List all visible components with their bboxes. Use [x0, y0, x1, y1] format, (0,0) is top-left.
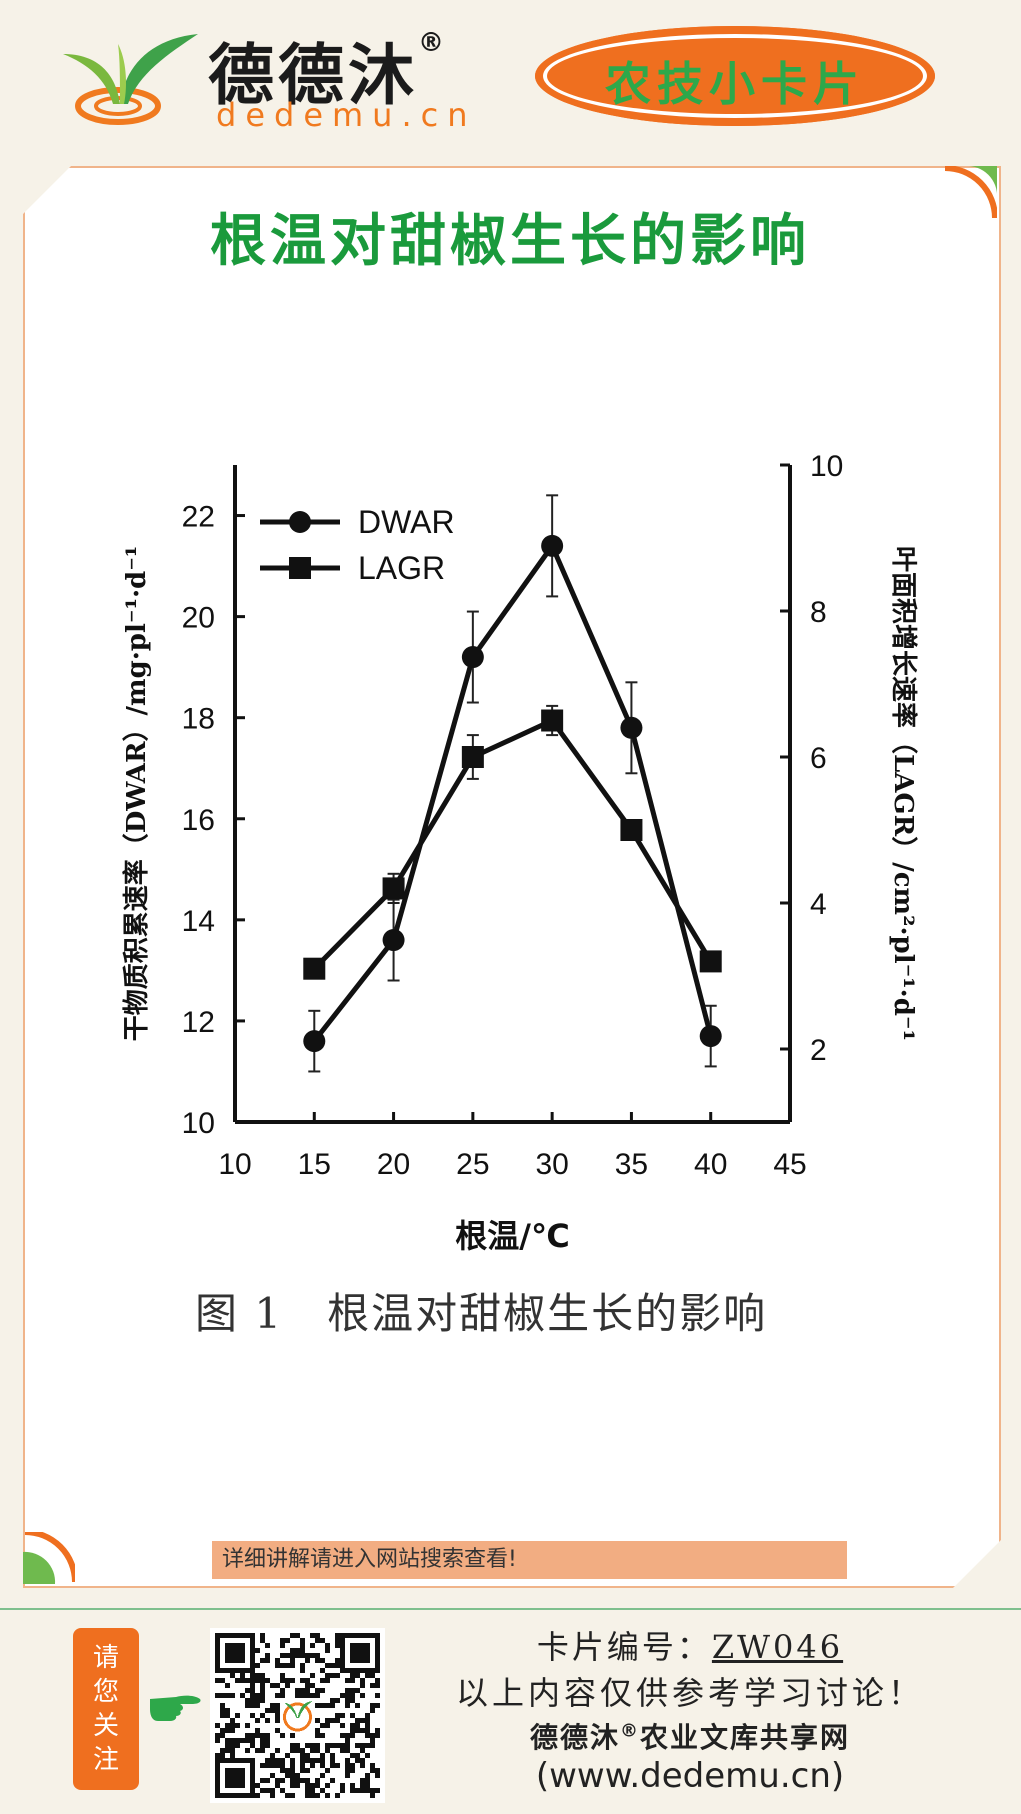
card-number-value: ZW046: [711, 1628, 844, 1666]
y-left-axis-label: 干物质积累速率（DWAR）/mg·pl⁻¹·d⁻¹: [121, 546, 152, 1042]
follow-badge[interactable]: 请 您 关 注: [73, 1628, 139, 1790]
brand-url: dedemu.cn: [216, 96, 477, 134]
data-point-lagr: [699, 950, 722, 973]
follow-char: 关: [92, 1711, 119, 1741]
data-point-lagr: [382, 877, 405, 900]
legend-label: LAGR: [358, 550, 445, 586]
card-title: 根温对甜椒生长的影响: [210, 209, 810, 274]
note-bar: 详细讲解请进入网站搜索查看!: [212, 1541, 847, 1579]
y-left-tick-label: 12: [182, 1006, 215, 1039]
header-badge: 农技小卡片: [535, 26, 935, 126]
data-point-lagr: [541, 709, 564, 732]
y-left-tick-label: 16: [182, 804, 215, 837]
follow-char: 注: [92, 1745, 119, 1775]
site-url[interactable]: (www.dedemu.cn): [535, 1756, 845, 1796]
legend-marker: [289, 511, 311, 533]
data-point-dwar: [699, 1025, 722, 1048]
legend-label: DWAR: [358, 504, 455, 540]
registered-mark: ®: [418, 28, 448, 58]
x-tick-label: 35: [615, 1148, 648, 1181]
follow-char: 请: [92, 1643, 119, 1673]
disclaimer: 以上内容仅供参考学习讨论！: [455, 1674, 924, 1712]
pointing-hand-icon: [150, 1695, 201, 1721]
corner-decoration-icon: [23, 1532, 75, 1584]
x-tick-label: 25: [456, 1148, 489, 1181]
data-point-dwar: [303, 1030, 326, 1053]
brand-logo-icon: [63, 34, 198, 125]
brand-name: 德德沐®: [208, 28, 448, 114]
line-chart: 10 15 20 25 30 35 40 4510121416182022246810根温/℃…: [121, 450, 919, 1255]
figure-caption: 图 1 根温对甜椒生长的影响: [195, 1289, 768, 1338]
legend-marker: [289, 557, 311, 579]
x-tick-label: 45: [773, 1148, 806, 1181]
data-point-lagr: [303, 957, 326, 980]
y-right-tick-label: 10: [810, 450, 843, 483]
y-left-tick-label: 22: [182, 501, 215, 534]
data-point-lagr: [461, 746, 484, 768]
series-line-dwar: [312, 543, 714, 1043]
x-tick-label: 20: [377, 1148, 410, 1181]
data-point-dwar: [461, 646, 484, 669]
x-tick-label: 30: [535, 1148, 568, 1181]
x-tick-label: 40: [694, 1148, 727, 1181]
x-axis-label: 根温/℃: [455, 1217, 569, 1255]
qr-code-icon[interactable]: [210, 1628, 385, 1803]
follow-char: 您: [92, 1677, 119, 1707]
data-point-dwar: [620, 716, 643, 739]
card-number: 卡片编号：ZW046: [536, 1628, 844, 1666]
y-right-axis-label: 叶面积增长速率（LAGR）/cm²·pl⁻¹·d⁻¹: [888, 546, 919, 1041]
y-left-tick-label: 10: [182, 1107, 215, 1140]
series-line-lagr: [312, 718, 713, 971]
y-right-tick-label: 2: [810, 1034, 827, 1067]
footer-divider: [0, 1608, 1021, 1610]
y-right-tick-label: 4: [810, 888, 827, 921]
site-name: 德德沐®农业文库共享网: [529, 1720, 851, 1754]
x-tick-label: 10: [218, 1148, 251, 1181]
content-card: [23, 166, 1001, 1588]
data-point-dwar: [541, 534, 564, 557]
corner-decoration-icon: [945, 166, 997, 218]
y-left-tick-label: 14: [182, 905, 215, 938]
data-point-lagr: [620, 819, 643, 841]
x-tick-label: 15: [298, 1148, 331, 1181]
y-left-tick-label: 18: [182, 703, 215, 736]
y-right-tick-label: 8: [810, 596, 827, 629]
y-left-tick-label: 20: [182, 602, 215, 635]
data-point-dwar: [382, 929, 405, 952]
y-right-tick-label: 6: [810, 742, 827, 775]
header-badge-label: 农技小卡片: [605, 57, 865, 111]
